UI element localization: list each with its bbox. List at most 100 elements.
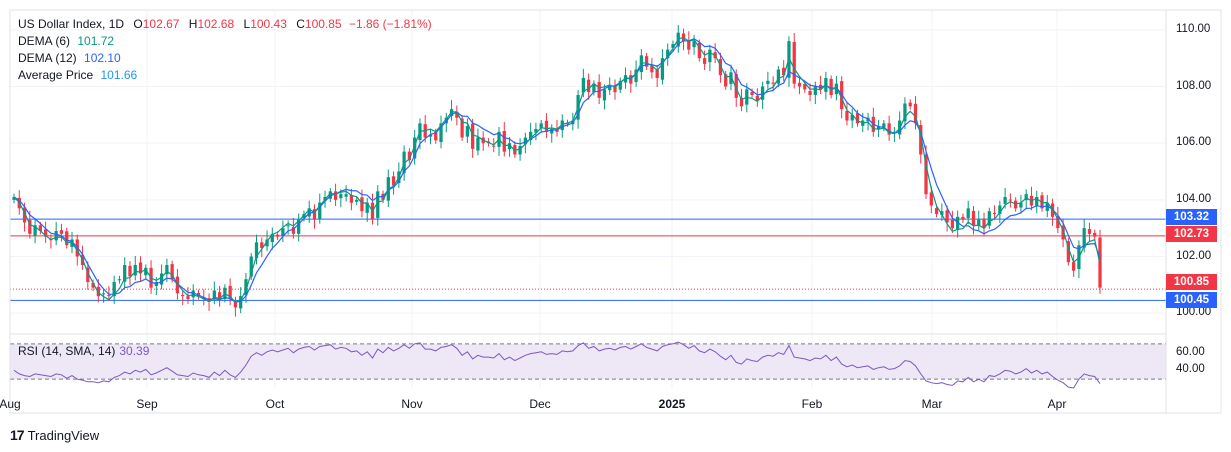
candle-body xyxy=(133,265,137,276)
candle-body xyxy=(360,197,364,212)
candle-body xyxy=(254,242,259,259)
open-value: 102.67 xyxy=(142,17,180,31)
x-tick-apr: Apr xyxy=(1047,397,1067,411)
candle-body xyxy=(987,211,991,226)
candle-body xyxy=(1082,228,1086,248)
chart-legend: US Dollar Index, 1D O102.67 H102.68 L100… xyxy=(18,16,432,84)
candle-body xyxy=(65,231,69,246)
tradingview-logo-icon: 17 xyxy=(10,427,25,443)
candle-body xyxy=(181,295,185,297)
candle-body xyxy=(929,192,933,206)
candle-body xyxy=(982,218,986,229)
candle-body xyxy=(560,120,564,131)
rsi-legend[interactable]: RSI (14, SMA, 14) 30.39 xyxy=(18,344,149,358)
candle-body xyxy=(776,69,781,84)
candle-body xyxy=(275,234,280,237)
candle-body xyxy=(729,72,733,84)
dema6-label: DEMA (6) xyxy=(18,34,71,48)
candle-body xyxy=(1087,229,1092,234)
candle-body xyxy=(244,279,248,296)
symbol-label[interactable]: US Dollar Index, 1D xyxy=(18,17,125,31)
candle-body xyxy=(191,290,195,298)
candle-body xyxy=(286,225,290,227)
candle-body xyxy=(829,78,833,95)
dema12-row[interactable]: DEMA (12) 102.10 xyxy=(18,50,432,67)
candle-body xyxy=(708,49,712,63)
candle-body xyxy=(581,78,585,93)
candle-body xyxy=(233,301,238,308)
candle-body xyxy=(22,207,27,223)
candle-body xyxy=(950,219,955,229)
high-label: H xyxy=(188,17,198,31)
candle-body xyxy=(112,282,116,297)
candle-body xyxy=(144,267,148,276)
price-tag-red-line: 102.73 xyxy=(1166,226,1217,242)
candle-body xyxy=(1019,202,1023,208)
rsi-band xyxy=(10,343,1166,380)
candle-body xyxy=(834,83,839,95)
candle-body xyxy=(945,210,949,223)
tradingview-brand[interactable]: 17 TradingView xyxy=(10,427,99,443)
candle-body xyxy=(281,228,285,236)
candle-body xyxy=(170,264,174,280)
candle-body xyxy=(339,194,343,199)
avg-price-row[interactable]: Average Price 101.66 xyxy=(18,67,432,84)
candle-body xyxy=(666,49,670,59)
candle-body xyxy=(54,231,58,241)
candle-body xyxy=(12,197,16,200)
x-tick-mar: Mar xyxy=(921,397,943,411)
candle-body xyxy=(86,267,90,282)
candle-body xyxy=(518,146,522,155)
candle-body xyxy=(439,123,443,143)
candle-body xyxy=(1024,194,1028,201)
candle-body xyxy=(28,219,32,234)
x-tick-oct: Oct xyxy=(265,397,285,411)
candle-body xyxy=(887,123,891,135)
candle-body xyxy=(845,110,849,121)
candle-body xyxy=(913,103,918,124)
rsi-value: 30.39 xyxy=(119,344,150,358)
y-tick-label: 106.00 xyxy=(1176,136,1212,149)
candle-body xyxy=(123,265,127,282)
candle-body xyxy=(428,134,433,137)
candle-body xyxy=(618,80,622,90)
candle-body xyxy=(138,262,143,274)
candle-body xyxy=(128,265,132,277)
x-tick-sep: Sep xyxy=(136,397,158,411)
candle-body xyxy=(43,229,48,237)
candle-body xyxy=(808,91,812,95)
candle-body xyxy=(1056,215,1060,229)
candle-body xyxy=(592,83,596,93)
candle-body xyxy=(850,114,854,121)
candle-body xyxy=(803,83,807,90)
candle-body xyxy=(634,69,638,82)
candle-body xyxy=(502,130,506,152)
candle-body xyxy=(107,295,111,297)
candle-body xyxy=(539,123,543,129)
rsi-line xyxy=(13,341,1101,389)
y-tick-label: 110.00 xyxy=(1176,22,1211,35)
candle-body xyxy=(59,230,64,234)
candle-body xyxy=(465,126,470,137)
candle-body xyxy=(217,292,222,299)
candle-body xyxy=(655,69,659,78)
candle-body xyxy=(687,40,691,50)
candle-body xyxy=(318,202,322,219)
price-tag-close: 100.85 xyxy=(1166,274,1217,290)
close-label: C xyxy=(296,17,305,31)
candle-body xyxy=(534,129,538,133)
rsi-label: RSI (14, SMA, 14) xyxy=(18,344,116,358)
candle-body xyxy=(882,123,886,128)
candle-body xyxy=(333,191,338,200)
candle-body xyxy=(270,233,274,243)
candle-body xyxy=(813,86,817,95)
dema6-row[interactable]: DEMA (6) 101.72 xyxy=(18,33,432,50)
dema6-value: 101.72 xyxy=(77,34,115,48)
low-value: 100.43 xyxy=(250,17,287,31)
candle-body xyxy=(760,86,765,100)
candle-body xyxy=(376,191,380,218)
candle-body xyxy=(702,58,707,64)
candle-body xyxy=(797,82,802,87)
candle-body xyxy=(1066,241,1071,263)
